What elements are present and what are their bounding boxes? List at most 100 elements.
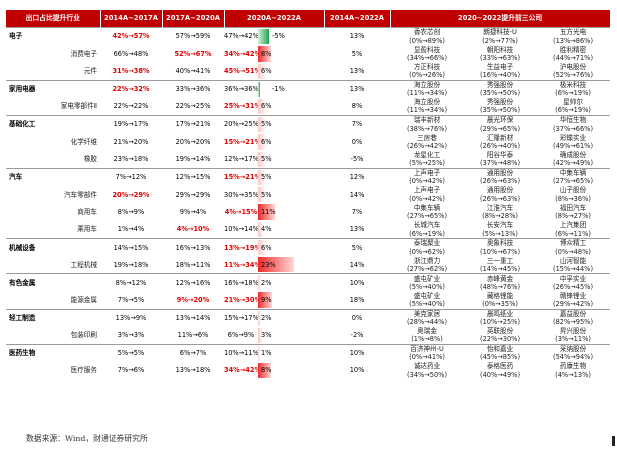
period-range-cell: 36%→36% bbox=[224, 79, 258, 98]
overall-change-cell: 14% bbox=[349, 190, 365, 199]
sub-industry-name: 工程机械 bbox=[70, 260, 97, 269]
company-cell: 泰格医药 (40%→49%) bbox=[480, 362, 521, 379]
change-bar-cell: 5% bbox=[258, 151, 294, 169]
change-value: 6% bbox=[261, 67, 272, 76]
overall-change-cell: 13% bbox=[324, 27, 391, 46]
company-cell: 山子股份 (8%→36%) bbox=[555, 186, 591, 203]
header-2017-2020: 2017A~2020A bbox=[162, 10, 225, 28]
company-cell: 赣锋锂业 (29%→42%) bbox=[553, 291, 594, 308]
change-bar bbox=[258, 345, 260, 361]
company-cell: 上声电子 (0%→42%) bbox=[390, 167, 465, 186]
table-row: 包装印刷 3%→3% 11%→6% 6%→9% 3% -2% 奥瑞金 (1%→8%) 英联股份… bbox=[6, 327, 610, 345]
period-range-cell: 16%→18% bbox=[224, 273, 258, 292]
table-row: 消费电子 66%→48% 52%→67% 34%→42% 8% 5% 显盈科技 (34%→6… bbox=[6, 45, 610, 63]
blank-cell bbox=[294, 203, 324, 221]
change-bar-cell: 9% bbox=[258, 291, 294, 309]
period-range-cell: 23%→18% bbox=[113, 155, 149, 164]
company-cell: 海立股份 (11%→34%) bbox=[390, 79, 465, 98]
change-bar-cell: 11% bbox=[258, 203, 294, 221]
table-row: 机械设备 14%→15% 16%→13% 13%→19% 6% 5% 泰瑞聚业 (0%→62… bbox=[6, 238, 611, 257]
blank-cell bbox=[294, 27, 325, 46]
period-range-cell: 19%→14% bbox=[175, 155, 211, 164]
table-row: 橡胶 23%→18% 19%→14% 12%→17% 5% -5% 龙星化工 (5%→25%… bbox=[6, 151, 610, 169]
period-range-cell: 25%→31% bbox=[224, 102, 258, 111]
change-value: 5% bbox=[261, 173, 272, 182]
change-bar bbox=[258, 204, 276, 221]
company-cell: 中孚实业 (26%→45%) bbox=[536, 273, 611, 292]
period-range-cell: 12%→16% bbox=[162, 273, 224, 292]
change-value: 2% bbox=[261, 313, 272, 322]
table-row: 工程机械 19%→18% 18%→11% 11%→34% 23% 14% 浙江鼎力 (27%… bbox=[6, 256, 610, 274]
period-range-cell: 11%→6% bbox=[177, 331, 209, 340]
period-range-cell: 22%→22% bbox=[113, 102, 149, 111]
table-row: 基础化工 19%→17% 17%→21% 20%→25% 5% 7% 瑞丰新材 (38%→7… bbox=[6, 114, 611, 134]
company-cell: 三一重工 (14%→45%) bbox=[480, 256, 521, 273]
company-cell: 英联股份 (22%→30%) bbox=[480, 326, 521, 344]
industry-name: 医药生物 bbox=[6, 343, 100, 362]
change-value: 8% bbox=[261, 366, 272, 375]
company-cell: 盛屯矿业 (5%→40%) bbox=[390, 273, 465, 292]
company-cell: 采纳股份 (54%→94%) bbox=[536, 343, 611, 362]
industry-name: 基础化工 bbox=[6, 114, 100, 134]
table-row: 汽车零部件 20%→29% 29%→29% 30%→35% 5% 14% 上声电子 (0%→… bbox=[6, 186, 610, 204]
company-cell: 山河智能 (15%→44%) bbox=[553, 256, 594, 273]
overall-change-cell: 10% bbox=[324, 273, 391, 292]
sub-industry-name: 家电零部件Ⅱ bbox=[60, 102, 97, 111]
period-range-cell: 15%→17% bbox=[224, 308, 258, 327]
data-source-note: 数据来源：Wind，财通证券研究所 bbox=[26, 434, 148, 443]
change-bar bbox=[258, 98, 268, 114]
period-range-cell: 34%→42% bbox=[224, 49, 258, 58]
overall-change-cell: -2% bbox=[350, 331, 364, 340]
change-bar bbox=[258, 310, 262, 326]
blank-cell bbox=[294, 63, 324, 81]
overall-change-cell: 8% bbox=[351, 102, 363, 111]
company-cell: 奥象科技 (10%→67%) bbox=[464, 238, 537, 257]
change-bar bbox=[258, 151, 266, 167]
industry-name: 家用电器 bbox=[6, 79, 100, 98]
change-bar bbox=[258, 186, 266, 203]
company-cell: 方正科技 (0%→26%) bbox=[409, 63, 445, 80]
overall-change-cell: 10% bbox=[349, 366, 365, 375]
company-cell: 上声电子 (0%→42%) bbox=[409, 186, 445, 203]
blank-cell bbox=[294, 186, 324, 204]
company-cell: 通用股份 (26%→63%) bbox=[480, 186, 521, 203]
overall-change-cell: 5% bbox=[351, 49, 363, 58]
overall-change-cell: 13% bbox=[349, 225, 365, 234]
sub-industry-name: 化学纤维 bbox=[70, 137, 97, 146]
company-cell: 长安汽车 (5%→13%) bbox=[482, 221, 518, 238]
sub-industry-name: 能源金属 bbox=[70, 295, 97, 304]
period-range-cell: 19%→18% bbox=[113, 260, 149, 269]
industry-name: 汽车 bbox=[6, 167, 100, 186]
change-bar-cell: -1% bbox=[258, 79, 294, 98]
change-bar-cell: -5% bbox=[258, 27, 294, 46]
overall-change-cell: 0% bbox=[324, 308, 391, 327]
table-row: 商用车 8%→9% 9%→4% 4%→15% 11% 7% 中集车辆 (27%→65%) 江淮… bbox=[6, 203, 610, 221]
company-cell: 瑞丰新材 (38%→76%) bbox=[390, 114, 465, 134]
company-cell: 彩蝶实业 (49%→61%) bbox=[553, 133, 594, 150]
company-cell: 华恒生物 (37%→66%) bbox=[536, 114, 611, 134]
blank-cell bbox=[294, 79, 325, 98]
period-range-cell: 6%→7% bbox=[162, 343, 224, 362]
period-range-cell: 4%→15% bbox=[224, 208, 258, 217]
blank-cell bbox=[294, 256, 324, 274]
overall-change-cell: 7% bbox=[351, 208, 363, 217]
change-bar-cell: 6% bbox=[258, 238, 294, 257]
period-range-cell: 40%→41% bbox=[175, 67, 211, 76]
change-bar-cell: 1% bbox=[258, 343, 294, 362]
change-value: -5% bbox=[272, 32, 285, 41]
change-bar-cell: 2% bbox=[258, 273, 294, 292]
company-cell: 江淮汽车 (8%→28%) bbox=[482, 204, 518, 221]
change-bar-cell: 3% bbox=[258, 327, 294, 345]
change-bar bbox=[258, 134, 268, 150]
header-top3-companies: 2020~2022提升前三公司 bbox=[390, 10, 611, 28]
overall-change-cell: 5% bbox=[324, 238, 391, 257]
company-cell: 昇兴股份 (3%→11%) bbox=[555, 326, 591, 344]
change-bar-cell: 4% bbox=[258, 221, 294, 239]
period-range-cell: 9%→20% bbox=[176, 295, 210, 304]
blank-cell bbox=[294, 362, 324, 380]
change-bar bbox=[258, 240, 268, 256]
company-cell: 嘉益股份 (82%→95%) bbox=[536, 308, 611, 327]
company-cell: 显盈科技 (34%→66%) bbox=[407, 45, 448, 62]
change-value: 1% bbox=[261, 349, 272, 358]
blank-cell bbox=[294, 45, 324, 63]
